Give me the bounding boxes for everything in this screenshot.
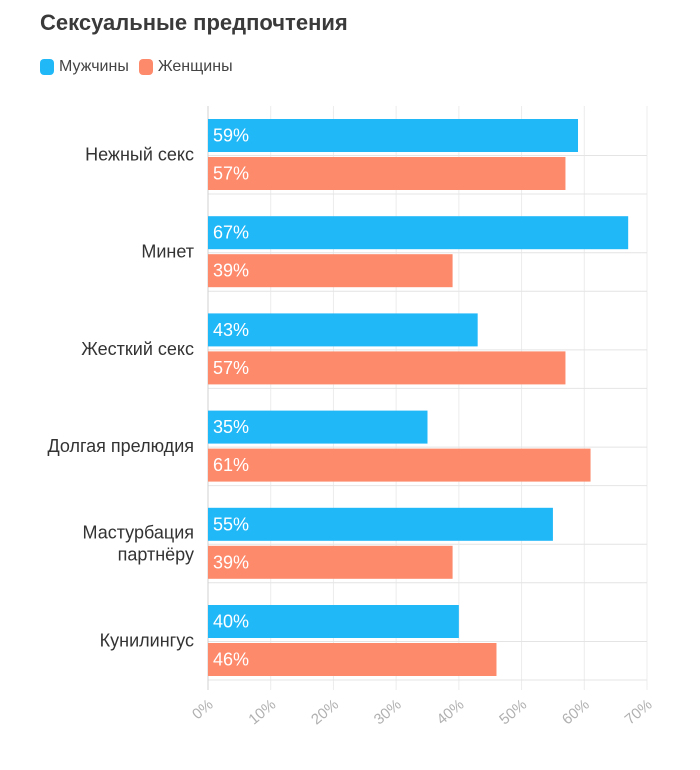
data-label: 46% [213,650,249,670]
bar-men[interactable] [208,507,553,541]
legend-item-women[interactable]: Женщины [138,58,233,76]
category-label: Жесткий секс [81,339,194,359]
bar-women[interactable] [208,448,591,482]
category-label: Кунилингус [100,631,194,651]
x-tick-label: 70% [622,696,656,728]
bar-women[interactable] [208,351,566,385]
category-label: Минет [141,242,194,262]
category-label: Долгая прелюдия [47,436,194,456]
data-label: 39% [213,261,249,281]
bar-men[interactable] [208,216,629,250]
category-label: партнёру [118,544,194,564]
data-label: 40% [213,612,249,632]
legend-swatch-women [138,59,153,75]
data-label: 61% [213,455,249,475]
bar-men[interactable] [208,605,459,638]
x-tick-label: 60% [559,696,593,728]
data-label: 57% [213,358,249,378]
data-label: 39% [213,552,249,572]
category-label: Мастурбация [83,522,194,542]
bar-women[interactable] [208,254,453,288]
data-label: 43% [213,320,249,340]
legend-label-women: Женщины [157,58,233,75]
bar-men[interactable] [208,313,478,347]
bar-women[interactable] [208,643,497,676]
category-label: Нежный секс [85,145,194,165]
data-label: 57% [213,164,249,184]
bar-men[interactable] [208,410,428,444]
data-label: 59% [213,126,249,146]
x-tick-label: 40% [433,696,467,728]
legend-item-men[interactable]: Мужчины [40,58,129,76]
legend-swatch-men [40,59,54,75]
chart-title: Сексуальные предпочтения [40,10,348,35]
data-label: 67% [213,223,249,243]
data-label: 35% [213,417,249,437]
data-label: 55% [213,514,249,534]
legend-label-men: Мужчины [59,58,129,75]
x-tick-label: 30% [371,696,405,728]
bar-women[interactable] [208,545,453,579]
chart-legend: Мужчины Женщины [40,58,243,76]
x-tick-label: 50% [496,696,530,728]
x-tick-label: 10% [245,696,279,728]
bar-women[interactable] [208,157,566,190]
bar-men[interactable] [208,119,579,152]
x-tick-label: 20% [308,696,342,728]
x-tick-label: 0% [189,696,217,723]
